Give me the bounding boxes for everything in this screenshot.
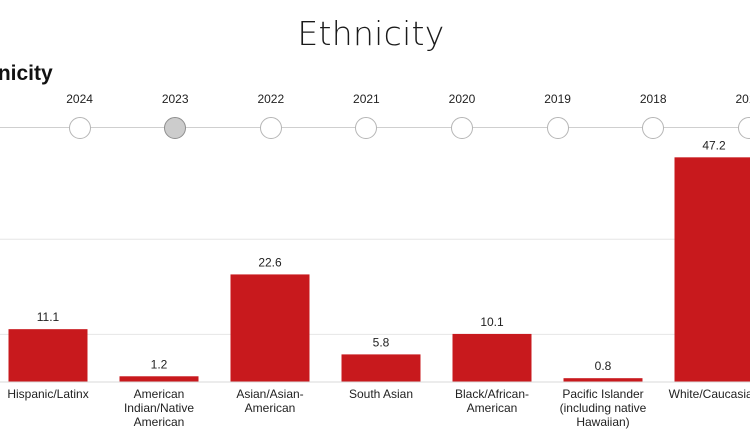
data-label-5: 0.8 [595, 359, 612, 373]
category-label-1: American Indian/Native American [123, 387, 195, 429]
timeline-year-2020[interactable]: 2020 [448, 92, 476, 106]
page-title: Ethnicity [297, 14, 445, 53]
timeline-dot-2024[interactable] [68, 117, 91, 139]
timeline-year-2023[interactable]: 2023 [161, 92, 189, 106]
bar-0[interactable] [8, 329, 88, 382]
bar-5[interactable] [563, 378, 643, 382]
category-label-4: Black/African-American [454, 387, 530, 415]
timeline-dot-2021[interactable] [355, 117, 378, 139]
data-label-1: 1.2 [151, 357, 168, 371]
year-timeline: 202520242023202220212020201920182017 [0, 92, 750, 139]
data-label-4: 10.1 [480, 315, 504, 329]
timeline-dot-2020[interactable] [451, 117, 473, 139]
data-label-0: 11.1 [37, 310, 60, 324]
category-label-2: Asian/Asian-American [236, 387, 304, 415]
timeline-dot-2023[interactable] [164, 117, 187, 139]
category-label-3: South Asian [348, 387, 414, 401]
data-label-3: 5.8 [373, 335, 390, 349]
category-label-6: White/Caucasian [668, 387, 750, 401]
timeline-year-2024[interactable]: 2024 [66, 92, 93, 106]
category-label-0: Hispanic/Latinx [7, 387, 89, 401]
data-label-6: 47.2 [702, 138, 726, 152]
chart-title: Ethnicity [0, 62, 53, 85]
data-label-2: 22.6 [258, 255, 282, 269]
timeline-dot-2022[interactable] [259, 117, 282, 139]
bar-3[interactable] [341, 354, 421, 382]
timeline-year-2019[interactable]: 2019 [544, 92, 571, 106]
bar-6[interactable] [674, 157, 750, 382]
category-label-5: Pacific Islander (including native Hawai… [559, 387, 647, 429]
timeline-dot-2019[interactable] [546, 117, 569, 139]
bar-1[interactable] [119, 376, 199, 382]
timeline-dot-2018[interactable] [642, 117, 665, 139]
timeline-year-2018[interactable]: 2018 [639, 92, 667, 106]
bar-4[interactable] [452, 333, 532, 382]
timeline-year-2021[interactable]: 2021 [353, 92, 380, 106]
timeline-year-2017[interactable]: 2017 [735, 92, 750, 106]
timeline-year-2022[interactable]: 2022 [257, 92, 285, 106]
bar-2[interactable] [230, 274, 310, 382]
